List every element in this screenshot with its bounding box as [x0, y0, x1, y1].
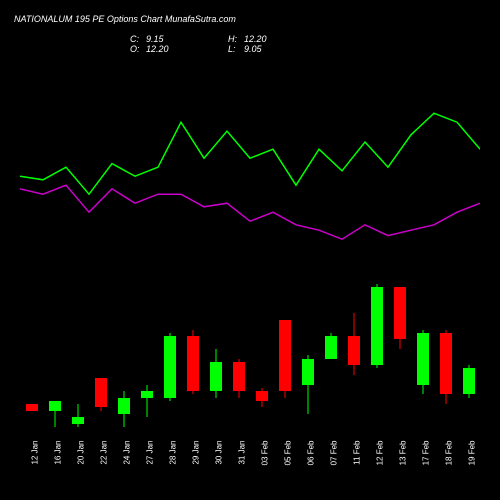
candle	[187, 70, 199, 430]
high-label: H:	[228, 34, 240, 44]
candle-body	[463, 368, 475, 394]
candle-body	[118, 398, 130, 414]
candle	[118, 70, 130, 430]
candle	[302, 70, 314, 430]
candle-body	[72, 417, 84, 423]
x-tick-label: 19 Feb	[467, 441, 476, 466]
candle-body	[417, 333, 429, 385]
low-label: L:	[228, 44, 240, 54]
candle-body	[302, 359, 314, 385]
open-value: 12.20	[146, 44, 178, 54]
low-cell: L: 9.05	[228, 44, 276, 54]
x-tick-label: 28 Jan	[168, 441, 177, 465]
candle-body	[210, 362, 222, 391]
candle-body	[394, 287, 406, 339]
candle-body	[49, 401, 61, 411]
close-label: C:	[130, 34, 142, 44]
candle	[233, 70, 245, 430]
candle	[141, 70, 153, 430]
candle	[210, 70, 222, 430]
x-tick-label: 13 Feb	[398, 441, 407, 466]
chart-root: NATIONALUM 195 PE Options Chart MunafaSu…	[0, 0, 500, 500]
x-tick-label: 12 Jan	[30, 441, 39, 465]
x-tick-label: 06 Feb	[306, 441, 315, 466]
candle	[417, 70, 429, 430]
candle	[49, 70, 61, 430]
x-tick-label: 18 Feb	[444, 441, 453, 466]
candle-body	[26, 404, 38, 410]
candle	[394, 70, 406, 430]
candle	[463, 70, 475, 430]
candle-wick	[146, 385, 147, 417]
ohlc-readout: C: 9.15 H: 12.20 O: 12.20 L: 9.05	[130, 34, 276, 54]
x-tick-label: 07 Feb	[329, 441, 338, 466]
x-tick-label: 17 Feb	[421, 441, 430, 466]
x-tick-label: 24 Jan	[122, 441, 131, 465]
x-tick-label: 31 Jan	[237, 441, 246, 465]
open-label: O:	[130, 44, 142, 54]
candle-body	[325, 336, 337, 359]
candle	[26, 70, 38, 430]
high-cell: H: 12.20	[228, 34, 276, 44]
x-tick-label: 20 Jan	[76, 441, 85, 465]
x-tick-label: 05 Feb	[283, 441, 292, 466]
x-tick-label: 12 Feb	[375, 441, 384, 466]
candle-body	[348, 336, 360, 365]
x-tick-label: 30 Jan	[214, 441, 223, 465]
x-tick-label: 29 Jan	[191, 441, 200, 465]
candle	[440, 70, 452, 430]
close-value: 9.15	[146, 34, 178, 44]
candle-body	[279, 320, 291, 391]
x-axis: 12 Jan 16 Jan 20 Jan 22 Jan 24 Jan 27 Jan 28 J…	[20, 430, 480, 490]
candle	[164, 70, 176, 430]
candle	[72, 70, 84, 430]
candle	[325, 70, 337, 430]
chart-title: NATIONALUM 195 PE Options Chart MunafaSu…	[14, 14, 236, 24]
x-tick-label: 16 Jan	[53, 441, 62, 465]
low-value: 9.05	[244, 44, 276, 54]
candle-body	[233, 362, 245, 391]
candle-body	[187, 336, 199, 391]
candle	[371, 70, 383, 430]
candle-body	[95, 378, 107, 407]
candle	[256, 70, 268, 430]
title-bar: NATIONALUM 195 PE Options Chart MunafaSu…	[14, 14, 486, 24]
x-tick-label: 11 Feb	[352, 441, 361, 465]
candle	[279, 70, 291, 430]
candle	[95, 70, 107, 430]
open-cell: O: 12.20	[130, 44, 178, 54]
candle-body	[371, 287, 383, 365]
candle-body	[440, 333, 452, 395]
x-tick-label: 27 Jan	[145, 441, 154, 465]
x-tick-label: 03 Feb	[260, 441, 269, 466]
candle	[348, 70, 360, 430]
candle-body	[141, 391, 153, 397]
x-tick-label: 22 Jan	[99, 441, 108, 465]
candle-body	[256, 391, 268, 401]
plot-area	[20, 70, 480, 430]
close-cell: C: 9.15	[130, 34, 178, 44]
high-value: 12.20	[244, 34, 276, 44]
candle-body	[164, 336, 176, 398]
